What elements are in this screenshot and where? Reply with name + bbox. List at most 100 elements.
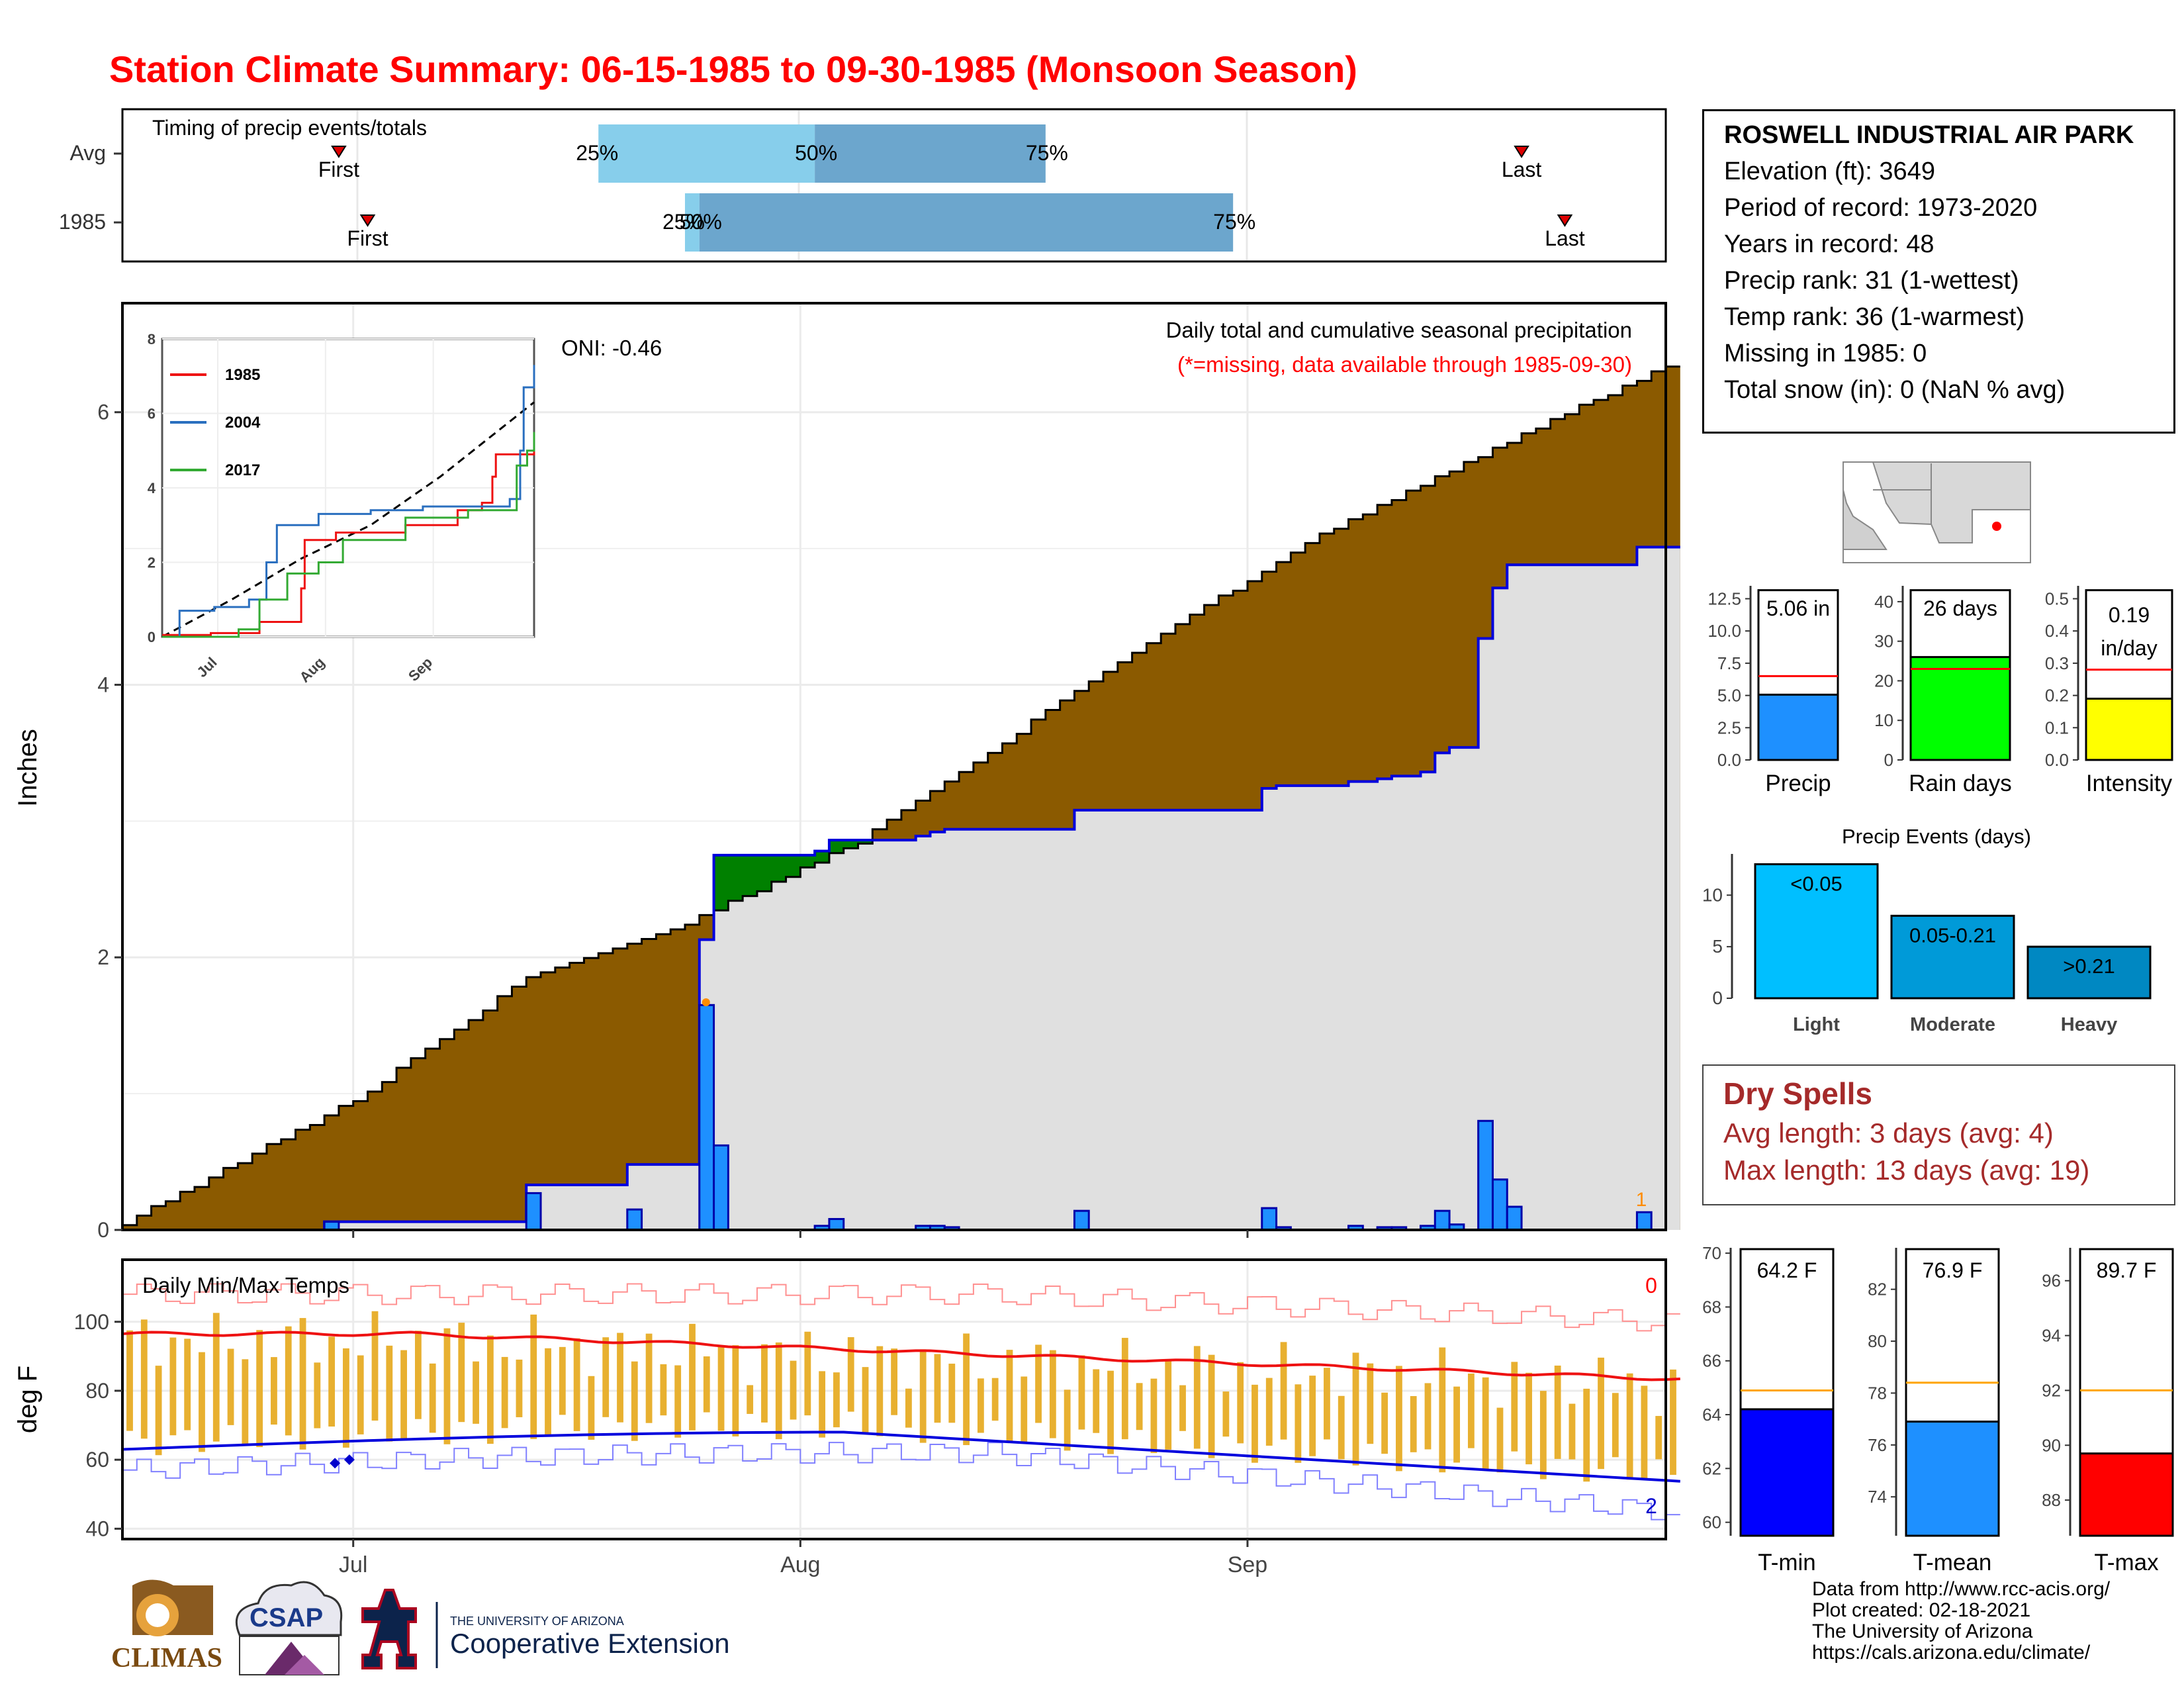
daily-temp-bar <box>1396 1366 1402 1472</box>
temp-summary-tick-label: 92 <box>2042 1380 2061 1400</box>
daily-temp-bar <box>1165 1359 1172 1450</box>
summary-tick-label: 0.3 <box>2045 653 2069 673</box>
station-name: ROSWELL INDUSTRIAL AIR PARK <box>1724 121 2134 149</box>
timing-row-label-1985: 1985 <box>59 210 106 234</box>
inset-y-tick-label: 8 <box>148 331 156 348</box>
summary-tick-label: 40 <box>1874 592 1893 612</box>
temp-summary-tick-label: 80 <box>1868 1331 1887 1351</box>
daily-temp-bar <box>804 1331 811 1416</box>
summary-tick-label: 0.5 <box>2045 588 2069 608</box>
timing-p75-label-1985: 75% <box>1213 210 1255 234</box>
precip-y-axis-label: Inches <box>13 729 42 807</box>
cumulative-1985-line <box>122 545 1680 1231</box>
daily-temp-bar <box>400 1350 408 1441</box>
events-bar-Light <box>1754 863 1879 1000</box>
record-max-temp-line <box>122 1283 1680 1332</box>
summary-tick-label: 5.0 <box>1717 686 1741 706</box>
daily-temp-bar <box>140 1319 148 1439</box>
daily-temp-bar <box>155 1366 162 1456</box>
daily-temp-bar <box>1280 1342 1287 1440</box>
daily-temp-bar <box>1193 1346 1201 1449</box>
daily-temp-bar <box>227 1348 234 1425</box>
summary-tick-label: 10.0 <box>1707 621 1741 641</box>
daily-temp-bar <box>1641 1385 1648 1479</box>
timing-first-marker-1985 <box>359 214 376 227</box>
daily-temp-bar <box>386 1345 393 1442</box>
daily-temp-bar <box>862 1367 869 1433</box>
summary-label-Rain days: Rain days <box>1909 771 2012 796</box>
temp-summary-label-T-mean: T-mean <box>1913 1550 1992 1575</box>
daily-temp-bar <box>169 1337 177 1436</box>
daily-temp-bar <box>1324 1368 1330 1440</box>
timing-box-lower-Avg <box>598 124 815 183</box>
summary-value-Precip: 5.06 in <box>1766 596 1830 620</box>
daily-temp-bar <box>703 1356 710 1413</box>
temp-summary-tick-label: 64 <box>1702 1405 1721 1425</box>
temp-x-tick-label: Aug <box>780 1552 821 1577</box>
timing-box-upper-1985 <box>699 193 1234 252</box>
station-missing: Missing in 1985: 0 <box>1724 340 1927 367</box>
daily-precip-bar <box>525 1192 542 1231</box>
summary-tick-label: 0.0 <box>1717 750 1741 770</box>
daily-temp-bar <box>501 1356 508 1429</box>
daily-temp-bar <box>1107 1370 1114 1454</box>
daily-temp-bar <box>1511 1362 1518 1452</box>
daily-temp-bar <box>1381 1392 1388 1454</box>
daily-temp-bar <box>674 1365 682 1438</box>
temp-summary-value-T-max: 89.7 F <box>2097 1258 2157 1282</box>
timing-last-marker-Avg <box>1514 146 1529 158</box>
temp-x-tick-label: Jul <box>339 1552 367 1577</box>
precip-y-tick-label: 6 <box>97 400 109 424</box>
summary-value-Rain days: 26 days <box>1923 596 1997 620</box>
timing-label: Timing of precip events/totals <box>152 116 427 140</box>
station-elevation: Elevation (ft): 3649 <box>1724 158 1935 185</box>
avg-max-temp-line <box>122 1331 1680 1382</box>
precip-panel: 0 2 4 6 Inches Daily total and cumulative s… <box>13 302 1680 1242</box>
events-range-Light: <0.05 <box>1790 872 1842 896</box>
climas-wordmark: CLIMAS <box>111 1643 222 1673</box>
temp-count-bottom: 2 <box>1645 1494 1657 1518</box>
daily-temp-bar <box>1467 1373 1475 1448</box>
daily-temp-bar <box>991 1378 999 1421</box>
station-info-panel: ROSWELL INDUSTRIAL AIR PARK Elevation (f… <box>1702 109 2175 434</box>
station-location-marker <box>1992 522 2001 531</box>
daily-temp-bar <box>371 1311 379 1421</box>
daily-temp-bar <box>1670 1369 1676 1476</box>
timing-box-lower-1985 <box>684 193 700 252</box>
daily-temp-bar <box>443 1328 451 1444</box>
station-snow: Total snow (in): 0 (NaN % avg) <box>1724 376 2066 404</box>
daily-temp-bar <box>645 1333 653 1423</box>
summary-bar-Intensity <box>2085 697 2173 761</box>
summary-tick-label: 10 <box>1874 710 1893 730</box>
daily-precip-bar <box>698 1004 715 1231</box>
temp-summary-tick-label: 90 <box>2042 1435 2061 1455</box>
daily-precip-bar <box>1506 1205 1523 1231</box>
daily-temp-bar <box>242 1359 249 1445</box>
daily-temp-bar <box>717 1346 725 1431</box>
season-temp-bars: 60 62 64 66 68 70 64.2 F T-min 74 76 78 80 82 76.9 F T… <box>1702 1243 2174 1575</box>
precip-y-tick-label: 0 <box>97 1218 109 1242</box>
daily-temp-bar <box>1237 1362 1244 1444</box>
summary-tick-label: 0.2 <box>2045 686 2069 706</box>
daily-temp-bar <box>545 1348 551 1435</box>
temp-summary-tick-label: 82 <box>1868 1280 1887 1299</box>
summary-bar-Rain days <box>1909 656 2011 761</box>
daily-temp-bar <box>1121 1338 1128 1440</box>
daily-temp-bar <box>1410 1395 1417 1452</box>
daily-temp-bar <box>1482 1377 1489 1470</box>
daily-temp-bar <box>1598 1357 1604 1470</box>
daily-temp-bar <box>1309 1376 1316 1456</box>
summary-value-unit-Intensity: in/day <box>2101 636 2157 660</box>
credit-university: The University of Arizona <box>1812 1620 2033 1642</box>
locator-map <box>1843 461 2031 563</box>
daily-temp-bar <box>1265 1378 1273 1446</box>
events-tick-label: 0 <box>1712 988 1723 1008</box>
daily-temp-bar <box>1453 1386 1460 1463</box>
timing-box-upper-Avg <box>815 124 1046 183</box>
daily-temp-bar <box>1525 1372 1532 1465</box>
inset-series-2004 <box>162 365 535 638</box>
summary-tick-label: 20 <box>1874 671 1893 690</box>
logos: CLIMAS CSAP THE UNIVERSITY OF ARIZONA Co… <box>111 1579 730 1675</box>
daily-temp-bar <box>285 1326 292 1436</box>
daily-temp-bar <box>891 1348 898 1415</box>
